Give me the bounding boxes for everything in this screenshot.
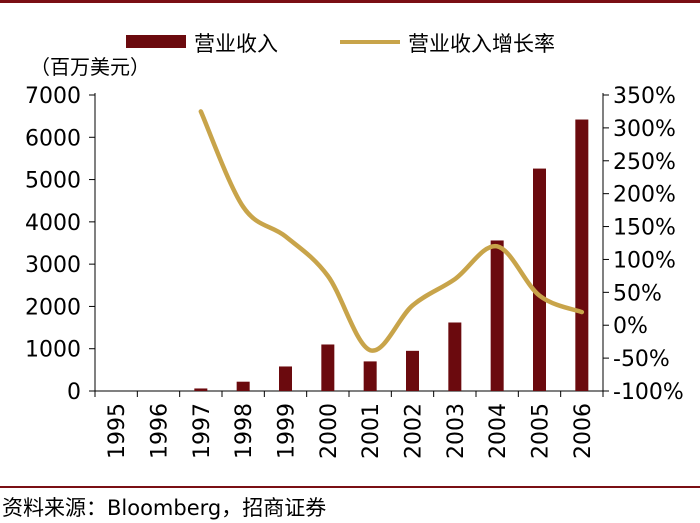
x-tick-label: 1998 — [232, 403, 257, 459]
right-tick-label: -50% — [613, 347, 670, 372]
right-tick-label: 50% — [613, 281, 662, 306]
left-tick-label: 4000 — [25, 211, 81, 236]
right-tick-label: 200% — [613, 183, 676, 208]
revenue-bar — [406, 350, 419, 391]
revenue-bar — [490, 240, 504, 391]
growth-line-series — [198, 109, 585, 353]
revenue-bar — [194, 388, 208, 391]
revenue-bar — [321, 344, 335, 391]
axes: 0 1000 2000 3000 4000 5000 6000 7000 -100% -50% 0%… — [25, 84, 684, 459]
legend-bar-label: 营业收入 — [194, 32, 278, 56]
left-tick-label: 0 — [67, 380, 81, 405]
x-tick-label: 2002 — [402, 403, 427, 459]
x-tick-label: 1997 — [190, 403, 215, 459]
x-tick-label: 1999 — [275, 403, 300, 459]
x-tick-label: 2004 — [486, 403, 511, 459]
legend-bar-swatch — [126, 35, 186, 48]
revenue-bar — [533, 168, 546, 391]
right-tick-label: -100% — [613, 380, 684, 405]
x-tick-label: 2003 — [444, 403, 469, 459]
left-axis-unit: （百万美元） — [30, 55, 150, 79]
x-tick-label: 1996 — [148, 403, 173, 459]
left-tick-label: 7000 — [25, 84, 81, 109]
left-tick-label: 6000 — [25, 126, 81, 151]
right-tick-label: 300% — [613, 117, 676, 142]
left-tick-label: 1000 — [25, 338, 81, 363]
top-rule — [0, 0, 700, 3]
revenue-bar — [363, 361, 377, 391]
growth-line — [198, 109, 585, 353]
x-tick-label: 1995 — [105, 403, 130, 459]
right-tick-label: 100% — [613, 248, 676, 273]
left-tick-label: 5000 — [25, 169, 81, 194]
x-tick-label: 2005 — [529, 403, 554, 459]
right-tick-label: 150% — [613, 216, 676, 241]
right-tick-label: 350% — [613, 84, 676, 109]
bottom-rule — [0, 486, 700, 488]
revenue-bar — [448, 322, 462, 391]
x-tick-label: 2000 — [317, 403, 342, 459]
legend-line-label: 营业收入增长率 — [408, 32, 555, 56]
revenue-chart: 营业收入 营业收入增长率 （百万美元） 0 1000 2000 3000 4000 500… — [25, 32, 684, 459]
revenue-bar — [575, 119, 589, 392]
revenue-bar — [236, 381, 250, 391]
left-tick-label: 3000 — [25, 253, 81, 278]
left-tick-label: 2000 — [25, 295, 81, 320]
x-tick-label: 2001 — [359, 403, 384, 459]
right-tick-label: 0% — [613, 314, 648, 339]
source-note: 资料来源：Bloomberg，招商证券 — [2, 496, 327, 520]
x-tick-label: 2006 — [571, 403, 596, 459]
right-tick-label: 250% — [613, 150, 676, 175]
revenue-bar — [279, 366, 292, 391]
bar-series — [194, 119, 589, 392]
